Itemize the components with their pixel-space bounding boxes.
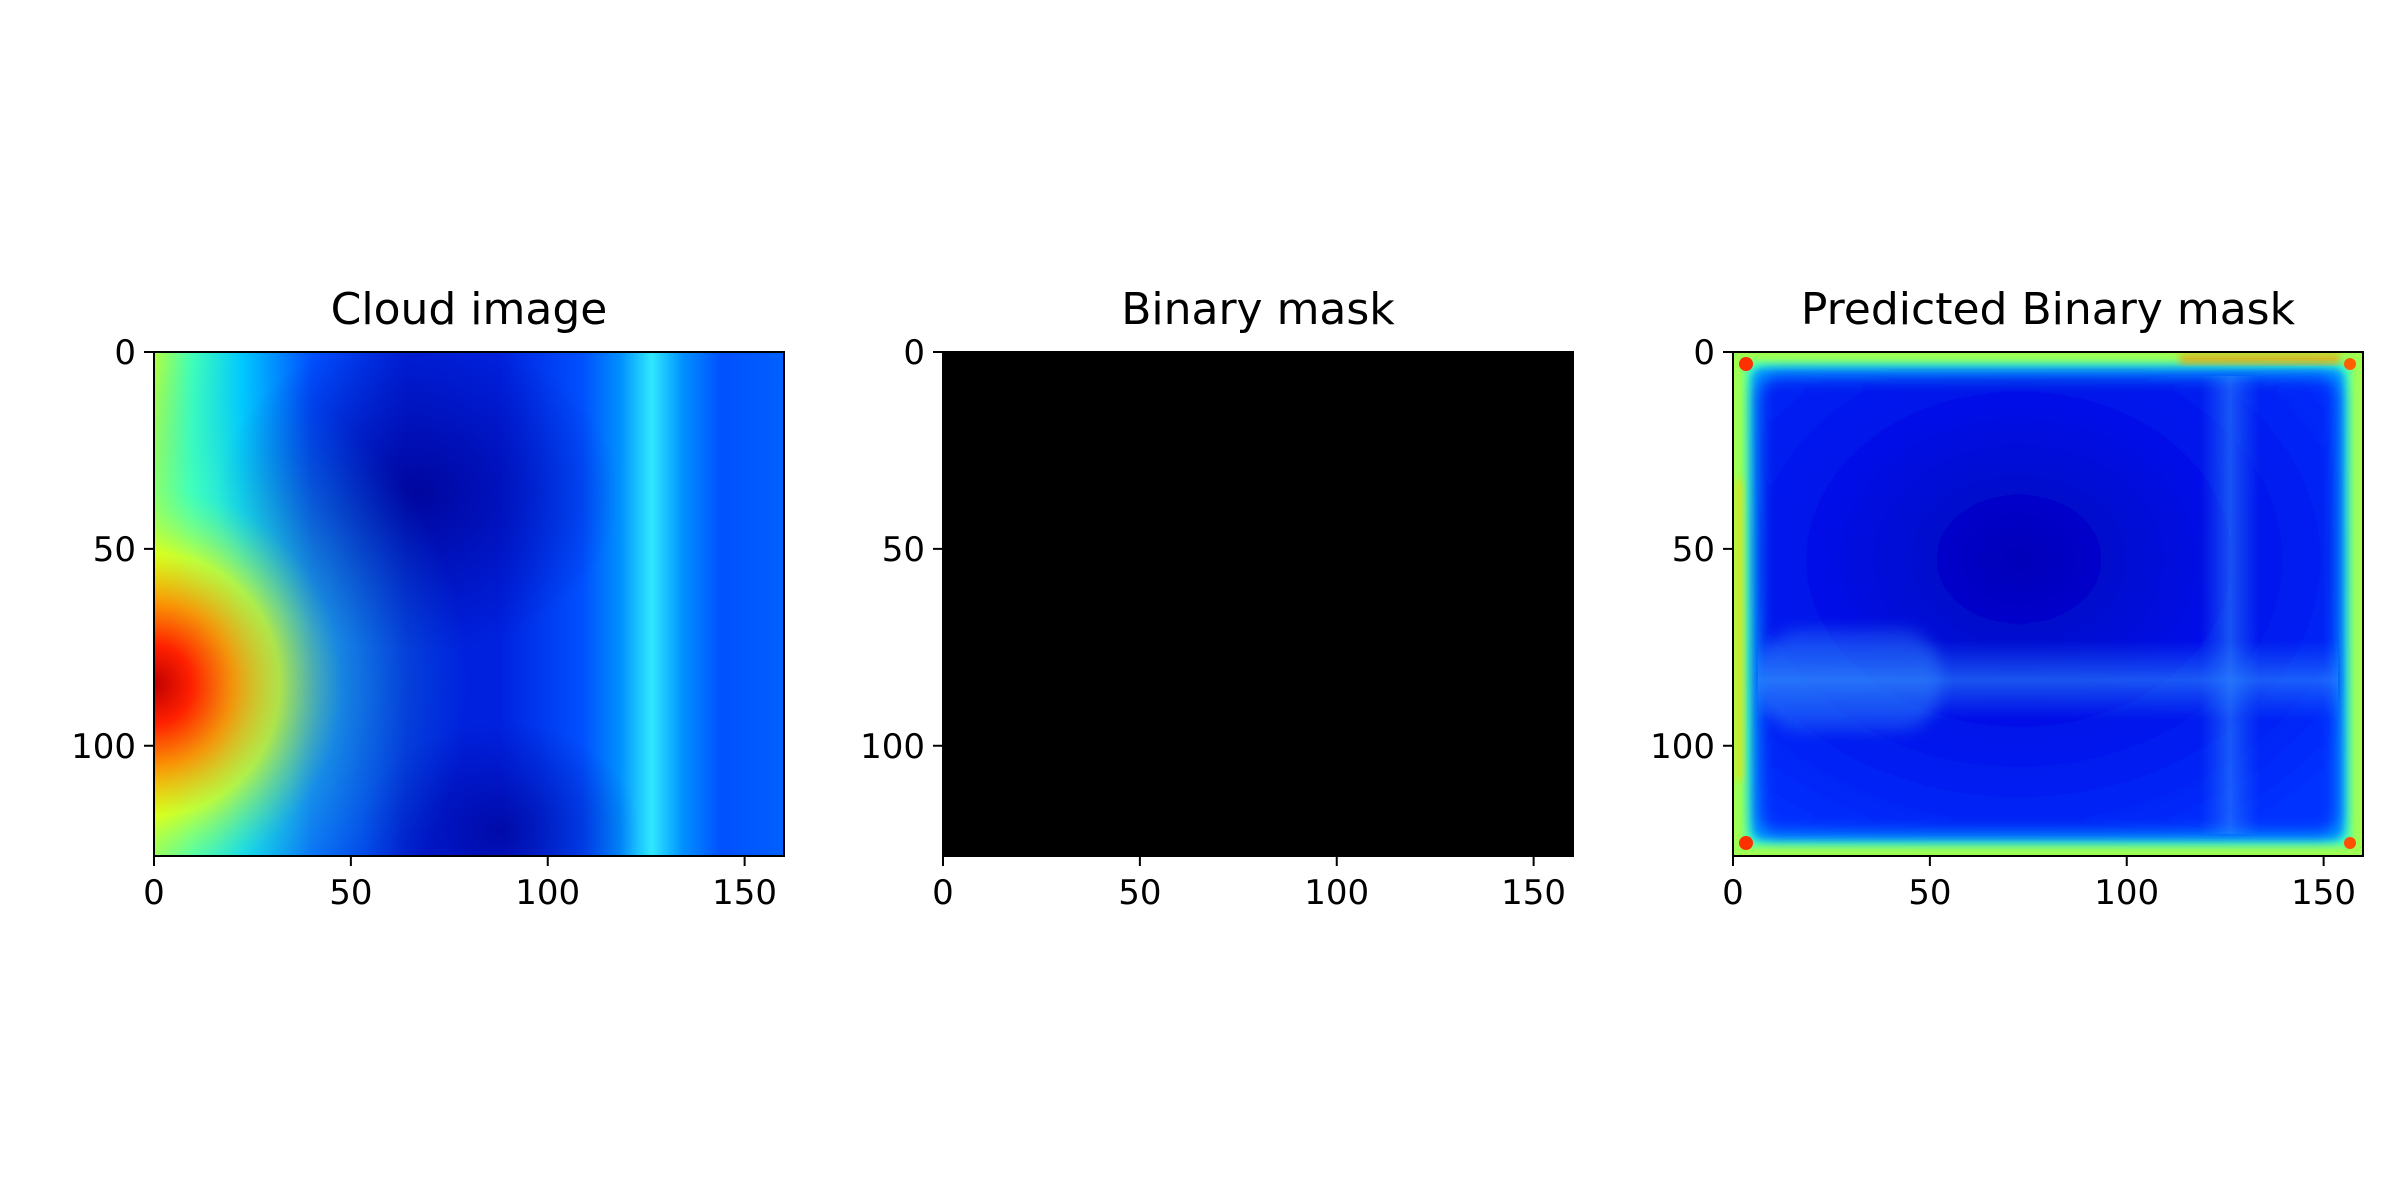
ticks-cloud-image: 0 50 100 150 0 50 100 xyxy=(71,333,777,913)
x-tick-label: 100 xyxy=(2094,873,2159,913)
ticks-binary-mask: 0 50 100 150 0 50 100 xyxy=(860,333,1566,913)
panel-title-cloud-image: Cloud image xyxy=(331,284,608,335)
y-tick-label: 0 xyxy=(1693,333,1715,373)
y-tick-label: 50 xyxy=(1672,530,1715,570)
x-tick-label: 50 xyxy=(1118,873,1161,913)
heatmap-predicted-binary-mask xyxy=(1733,352,2363,856)
x-tick-label: 50 xyxy=(329,873,372,913)
x-tick-label: 0 xyxy=(1722,873,1744,913)
heatmap-binary-mask xyxy=(943,352,1573,856)
x-tick-label: 150 xyxy=(2291,873,2356,913)
x-tick-label: 0 xyxy=(932,873,954,913)
panel-title-binary-mask: Binary mask xyxy=(1121,284,1395,335)
panel-cloud-image: Cloud image 0 50 100 150 0 50 100 xyxy=(71,284,785,913)
panel-predicted-binary-mask: Predicted Binary mask 0 50 100 150 0 50 100 xyxy=(1650,284,2364,913)
panel-binary-mask: Binary mask 0 50 100 150 0 50 100 xyxy=(860,284,1574,913)
x-tick-label: 50 xyxy=(1908,873,1951,913)
panel-title-predicted-binary-mask: Predicted Binary mask xyxy=(1801,284,2296,335)
y-tick-label: 0 xyxy=(903,333,925,373)
y-tick-label: 100 xyxy=(71,727,136,767)
x-tick-label: 100 xyxy=(1304,873,1369,913)
x-tick-label: 100 xyxy=(515,873,580,913)
x-tick-label: 150 xyxy=(1501,873,1566,913)
x-tick-label: 0 xyxy=(143,873,165,913)
heatmap-cloud-image xyxy=(154,352,784,856)
ticks-predicted-binary-mask: 0 50 100 150 0 50 100 xyxy=(1650,333,2356,913)
y-tick-label: 100 xyxy=(1650,727,1715,767)
axes-frame-binary-mask xyxy=(942,351,1574,857)
y-tick-label: 50 xyxy=(93,530,136,570)
y-tick-label: 0 xyxy=(114,333,136,373)
axes-frame-predicted-binary-mask xyxy=(1732,351,2364,857)
y-tick-label: 50 xyxy=(882,530,925,570)
y-tick-label: 100 xyxy=(860,727,925,767)
axes-frame-cloud-image xyxy=(153,351,785,857)
x-tick-label: 150 xyxy=(712,873,777,913)
